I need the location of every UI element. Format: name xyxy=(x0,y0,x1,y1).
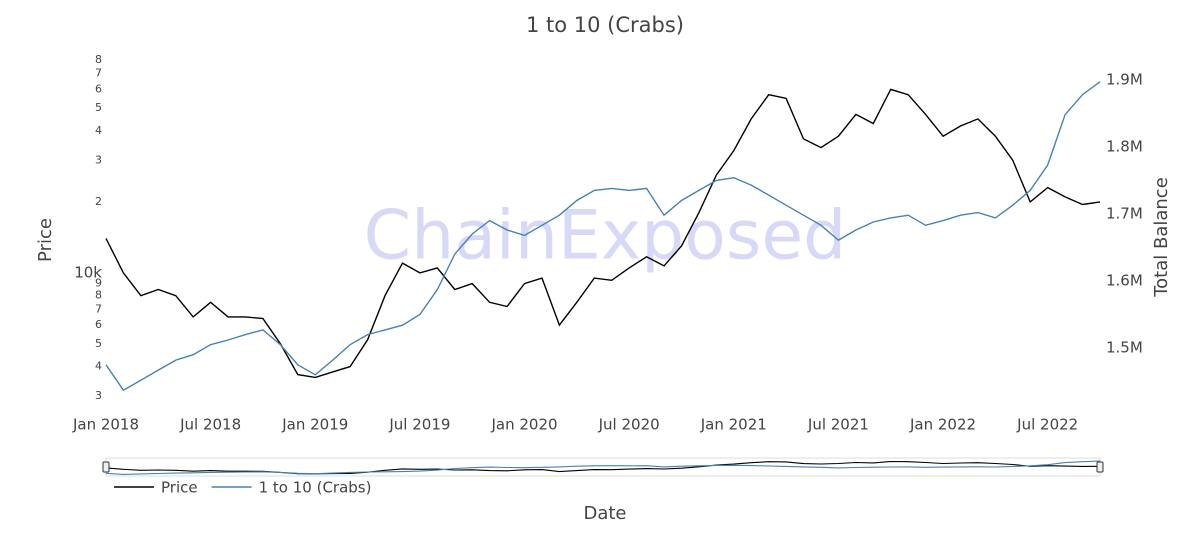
x-tick-label: Jul 2019 xyxy=(388,416,450,434)
x-tick-label: Jan 2019 xyxy=(281,416,348,434)
y-tick-label: 4 xyxy=(95,124,102,137)
y2-tick-label: 1.7M xyxy=(1106,204,1143,222)
y2-axis-title: Total Balance xyxy=(1151,177,1172,298)
x-tick-label: Jan 2018 xyxy=(72,416,139,434)
chart-title: 1 to 10 (Crabs) xyxy=(526,13,684,37)
slider-handle xyxy=(102,461,110,473)
x-tick-label: Jan 2021 xyxy=(700,416,767,434)
x-tick-label: Jan 2022 xyxy=(909,416,976,434)
y2-tick-label: 1.8M xyxy=(1106,137,1143,155)
y-tick-label: 8 xyxy=(95,53,102,66)
x-tick-label: Jan 2020 xyxy=(490,416,557,434)
y-tick-label: 8 xyxy=(95,289,102,302)
y-tick-label: 6 xyxy=(95,318,102,331)
y-tick-label: 3 xyxy=(95,153,102,166)
y2-tick-label: 1.5M xyxy=(1106,339,1143,357)
series-line xyxy=(105,81,1101,392)
y2-tick-label: 1.6M xyxy=(1106,271,1143,289)
y-tick-label: 2 xyxy=(95,195,102,208)
slider-line xyxy=(105,460,1101,475)
legend-label: 1 to 10 (Crabs) xyxy=(259,479,372,497)
slider-handle xyxy=(1096,461,1104,473)
y-tick-label: 7 xyxy=(95,302,102,315)
watermark: ChainExposed xyxy=(364,197,847,276)
x-axis-title: Date xyxy=(583,503,626,524)
x-tick-label: Jul 2021 xyxy=(807,416,869,434)
y-tick-label: 9 xyxy=(95,277,102,290)
x-tick-label: Jul 2022 xyxy=(1016,416,1078,434)
x-tick-label: Jul 2018 xyxy=(179,416,241,434)
y-tick-label: 7 xyxy=(95,67,102,80)
y-axis-title: Price xyxy=(35,218,56,262)
y-tick-label: 3 xyxy=(95,389,102,402)
y-tick-label: 6 xyxy=(95,82,102,95)
y-tick-label: 10k xyxy=(74,263,102,281)
y-tick-label: 4 xyxy=(95,360,102,373)
legend-label: Price xyxy=(161,479,198,497)
series-line xyxy=(105,88,1101,379)
y-tick-label: 5 xyxy=(95,337,102,350)
x-tick-label: Jul 2020 xyxy=(598,416,660,434)
y2-tick-label: 1.9M xyxy=(1106,70,1143,88)
y-tick-label: 5 xyxy=(95,101,102,114)
